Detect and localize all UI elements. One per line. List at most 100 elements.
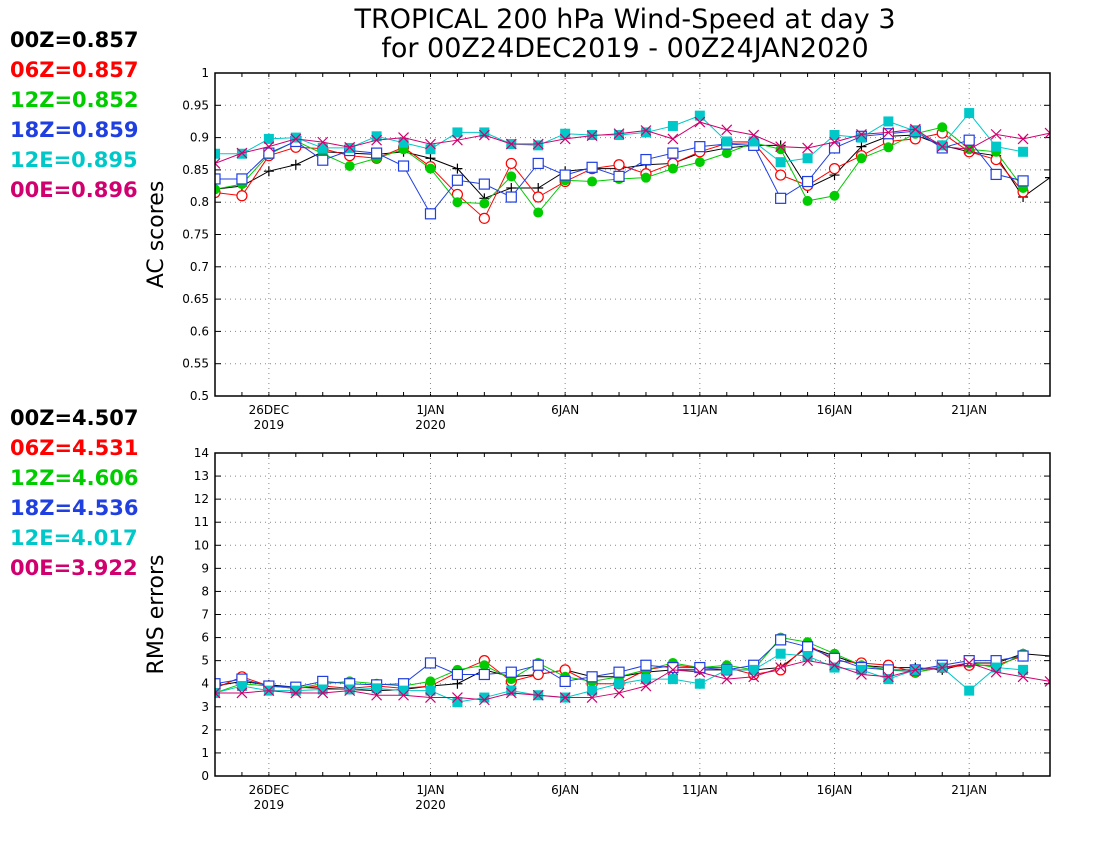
- point-00E: [936, 662, 948, 673]
- panel-2: 0123456789101112131426DEC20191JAN20206JA…: [10, 406, 1051, 812]
- point-12E: [560, 128, 571, 139]
- x-tick-label: 21JAN: [951, 403, 987, 417]
- y-tick-label: 11: [194, 515, 209, 529]
- point-12Z: [479, 660, 490, 671]
- y-tick-label: 3: [201, 700, 209, 714]
- point-12Z: [721, 148, 732, 159]
- point-18Z: [963, 655, 975, 667]
- point-00E: [721, 124, 733, 136]
- point-00E: [613, 687, 625, 699]
- point-12Z: [344, 161, 355, 172]
- point-00E: [344, 141, 356, 153]
- point-18Z: [263, 147, 275, 159]
- point-00E: [425, 692, 436, 703]
- point-12E: [479, 127, 490, 138]
- point-00E: [1044, 675, 1050, 687]
- point-00E: [505, 138, 517, 150]
- point-12E: [937, 140, 948, 151]
- point-12E: [694, 110, 705, 121]
- point-12E: [667, 674, 678, 685]
- y-tick-label: 5: [201, 654, 209, 668]
- y-tick-label: 9: [201, 561, 209, 575]
- point-00E: [775, 141, 787, 153]
- point-12E: [236, 681, 247, 692]
- y-tick-label: 14: [194, 446, 209, 460]
- point-18Z: [667, 147, 679, 159]
- legend-entry-00E: 00E=0.896: [10, 178, 138, 202]
- point-12Z: [829, 190, 840, 201]
- y-axis-label: AC scores: [144, 181, 169, 289]
- point-00E: [236, 687, 248, 699]
- y-tick-label: 13: [194, 469, 209, 483]
- plot-frame: [214, 452, 1051, 777]
- point-00E: [990, 666, 1002, 678]
- series-line-00E: [215, 121, 1050, 164]
- x-tick-label: 21JAN: [951, 783, 987, 797]
- y-tick-label: 12: [194, 492, 209, 506]
- point-00E: [1017, 133, 1029, 145]
- point-06Z: [613, 159, 625, 171]
- series-line-00E: [215, 660, 1050, 701]
- point-12E: [1018, 664, 1029, 675]
- point-18Z: [451, 174, 464, 186]
- point-00Z: [452, 678, 463, 689]
- point-00E: [371, 134, 383, 146]
- point-18Z: [963, 134, 975, 146]
- point-12Z: [937, 122, 948, 133]
- point-00E: [882, 127, 894, 138]
- point-00E: [478, 129, 490, 141]
- point-12E: [640, 127, 651, 138]
- point-00E: [748, 671, 760, 683]
- point-12E: [317, 684, 328, 695]
- point-18Z: [424, 657, 437, 669]
- point-00E: [586, 130, 598, 142]
- x-tick-sublabel: 2020: [415, 798, 446, 812]
- legend-entry-12E: 12E=4.017: [10, 526, 138, 550]
- point-12E: [587, 685, 598, 696]
- point-18Z: [990, 168, 1002, 181]
- x-tick-label: 11JAN: [682, 783, 718, 797]
- x-tick-label: 6JAN: [551, 403, 579, 417]
- point-18Z: [559, 169, 571, 181]
- series-line-00Z: [215, 134, 1050, 199]
- point-18Z: [317, 154, 329, 166]
- point-12E: [748, 136, 759, 147]
- point-18Z: [505, 666, 517, 678]
- y-tick-label: 0.55: [182, 357, 209, 371]
- point-00E: [613, 128, 625, 140]
- point-00E: [882, 671, 894, 683]
- y-tick-label: 1: [201, 746, 209, 760]
- point-00E: [802, 142, 814, 154]
- point-12Z: [856, 153, 867, 164]
- point-12Z: [215, 184, 220, 195]
- point-18Z: [667, 661, 679, 674]
- point-00E: [694, 116, 706, 128]
- point-18Z: [586, 161, 598, 173]
- point-00Z: [263, 166, 274, 177]
- point-12E: [883, 116, 894, 127]
- point-00E: [532, 138, 544, 150]
- point-12E: [964, 108, 975, 119]
- point-00E: [909, 123, 921, 135]
- point-12E: [910, 126, 921, 137]
- chart-title-line-1: TROPICAL 200 hPa Wind-Speed at day 3: [353, 4, 895, 35]
- y-tick-label: 10: [194, 538, 209, 552]
- point-12E: [991, 662, 1002, 673]
- point-00Z: [1045, 651, 1050, 662]
- point-00E: [398, 689, 409, 701]
- point-06Z: [236, 190, 248, 202]
- legend-entry-12E: 12E=0.895: [10, 148, 138, 172]
- point-18Z: [451, 668, 464, 681]
- point-18Z: [532, 659, 544, 671]
- y-axis-label: RMS errors: [144, 555, 169, 675]
- x-tick-sublabel: 2019: [254, 798, 285, 812]
- point-18Z: [801, 641, 814, 653]
- point-12Z: [640, 172, 651, 183]
- y-tick-label: 2: [201, 723, 209, 737]
- point-00E: [263, 141, 275, 153]
- point-00E: [856, 669, 867, 680]
- point-00Z: [1045, 172, 1050, 183]
- point-12E: [721, 664, 732, 675]
- point-12E: [290, 685, 301, 696]
- point-18Z: [478, 178, 490, 190]
